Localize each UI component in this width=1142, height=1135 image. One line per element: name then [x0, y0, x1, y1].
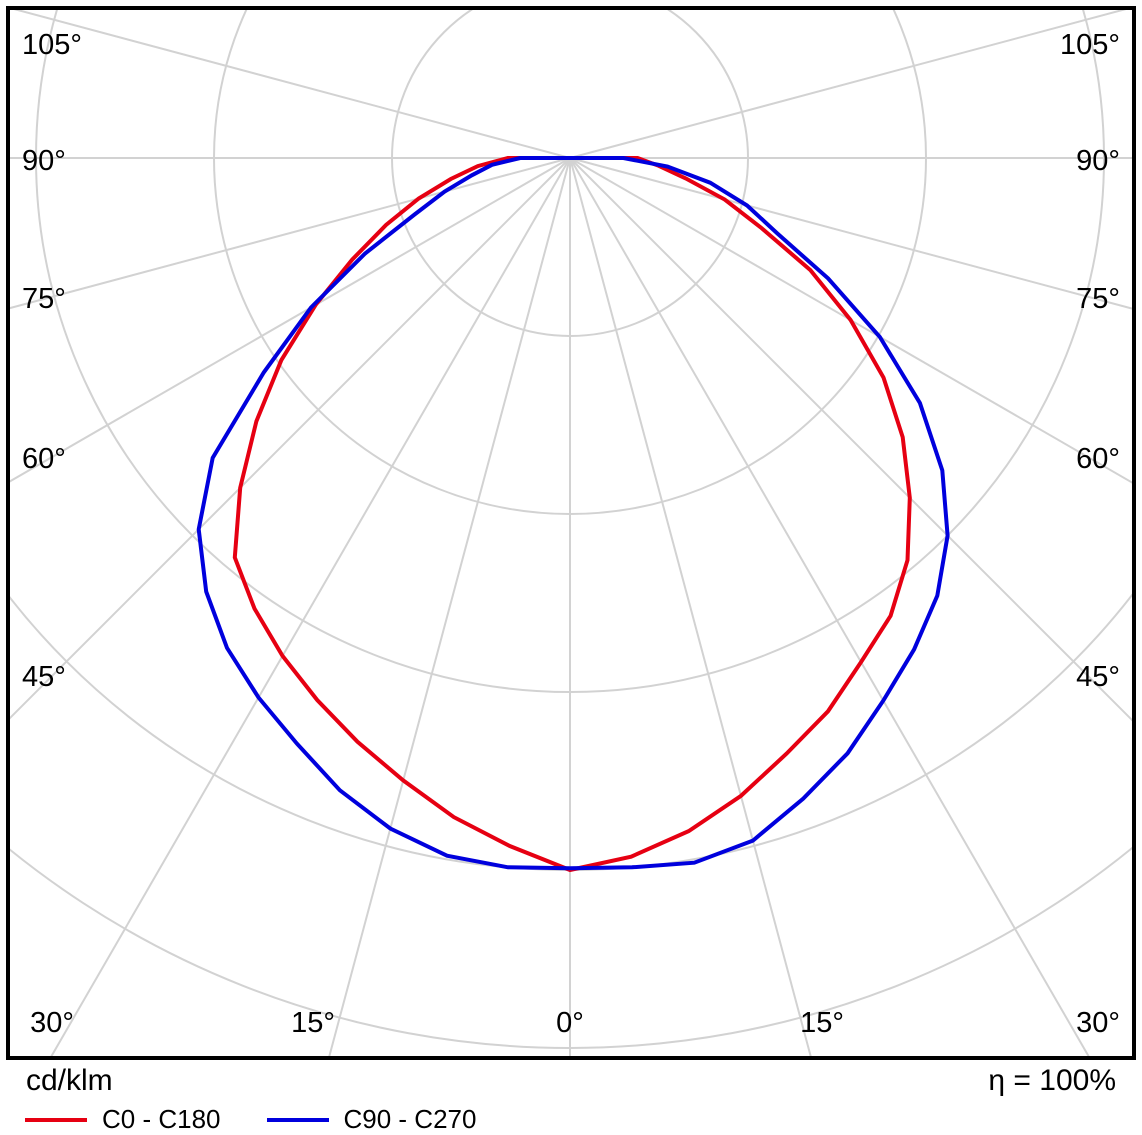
grid-radial-line	[569, 157, 1132, 722]
grid-radial-line	[10, 157, 571, 483]
angle-tick-label: 30°	[30, 1007, 74, 1039]
legend-item-c0-c180: C0 - C180	[25, 1104, 221, 1135]
angle-tick-label: 15°	[291, 1007, 335, 1039]
curve-c0-c180	[232, 156, 912, 873]
legend: C0 - C180 C90 - C270	[25, 1104, 476, 1135]
legend-item-c90-c270: C90 - C270	[266, 1104, 477, 1135]
grid-radial-line	[10, 157, 571, 310]
angle-tick-label: 105°	[1060, 29, 1120, 61]
angle-tick-label: 45°	[22, 661, 66, 693]
grid-radial-line	[569, 157, 1132, 484]
angle-tick-label: 30°	[1076, 1007, 1120, 1039]
legend-swatch-red-line	[25, 1117, 87, 1122]
legend-label-c0-c180: C0 - C180	[102, 1104, 221, 1134]
grid-radial-line	[50, 157, 571, 1056]
angle-tick-label: 60°	[22, 443, 66, 475]
angle-tick-label: 90°	[1076, 145, 1120, 177]
polar-plot-frame: 105° 90° 75° 60° 45° 105° 90° 75° 60° 45° 30° 15° 0°…	[6, 6, 1136, 1060]
angle-tick-label: 75°	[22, 283, 66, 315]
angle-tick-label: 45°	[1076, 661, 1120, 693]
angle-tick-label: 105°	[22, 29, 82, 61]
grid-radial-line	[569, 10, 1127, 159]
curve-c90-c270	[196, 156, 950, 871]
unit-label: cd/klm	[26, 1064, 113, 1097]
angle-tick-label: 60°	[1076, 443, 1120, 475]
polar-chart: 105° 90° 75° 60° 45° 105° 90° 75° 60° 45° 30° 15° 0°…	[10, 10, 1132, 1056]
grid-radial-line	[569, 157, 1132, 310]
efficiency-label: η = 100%	[988, 1064, 1116, 1097]
legend-label-c90-c270: C90 - C270	[343, 1104, 477, 1134]
legend-swatch-blue-line	[266, 1117, 329, 1122]
grid-radial-line	[328, 157, 571, 1056]
angle-tick-label: 90°	[22, 145, 66, 177]
grid-radial-line	[569, 157, 1090, 1056]
grid-radial-line	[569, 157, 812, 1056]
chart-footer: cd/klm η = 100% C0 - C180 C90 - C270	[0, 1062, 1142, 1135]
angle-tick-label: 0°	[556, 1007, 584, 1039]
grid-radial-line	[10, 157, 571, 720]
angle-tick-label: 15°	[800, 1007, 844, 1039]
angle-tick-label: 75°	[1076, 283, 1120, 315]
grid-radial-line	[13, 10, 571, 159]
